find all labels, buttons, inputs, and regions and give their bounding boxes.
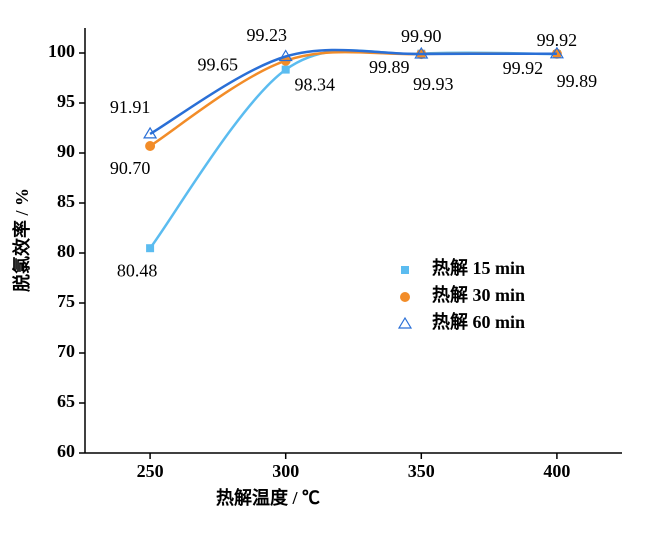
y-tick-label: 80 [57,241,75,261]
legend-marker [401,266,409,274]
x-tick-label: 350 [408,461,435,481]
x-tick-label: 400 [543,461,570,481]
legend-marker [400,292,410,302]
data-label: 99.89 [369,57,410,77]
marker [145,141,156,151]
marker [278,49,293,62]
data-label: 80.48 [117,260,158,280]
data-label: 99.23 [246,25,287,45]
y-tick-label: 65 [57,391,75,411]
marker [414,46,429,59]
y-tick-label: 85 [57,191,75,211]
y-tick-label: 70 [57,341,75,361]
y-axis-label: 脱氯效率 / % [11,188,32,292]
data-label: 99.89 [557,71,598,91]
y-tick-label: 75 [57,291,75,311]
data-label: 91.91 [110,97,151,117]
x-axis-label: 热解温度 / ℃ [216,487,320,508]
y-tick-label: 90 [57,141,75,161]
x-tick-label: 250 [137,461,164,481]
marker [549,46,564,59]
legend-label: 热解 30 min [432,284,525,305]
data-label: 99.92 [503,58,544,78]
legend-label: 热解 15 min [432,257,525,278]
data-label: 99.93 [413,74,454,94]
y-tick-label: 100 [48,41,75,61]
data-label: 98.34 [294,75,335,95]
data-label: 99.92 [537,30,578,50]
data-label: 99.90 [401,26,442,46]
data-label: 90.70 [110,158,151,178]
marker [281,65,290,74]
x-tick-label: 300 [272,461,299,481]
marker [146,244,155,253]
legend-label: 热解 60 min [432,311,525,332]
marker [143,126,158,139]
series-line [149,48,557,135]
legend-marker [397,316,413,329]
y-tick-label: 95 [57,91,75,111]
series-line [149,49,557,249]
y-tick-label: 60 [57,441,75,461]
data-label: 99.65 [197,55,238,75]
